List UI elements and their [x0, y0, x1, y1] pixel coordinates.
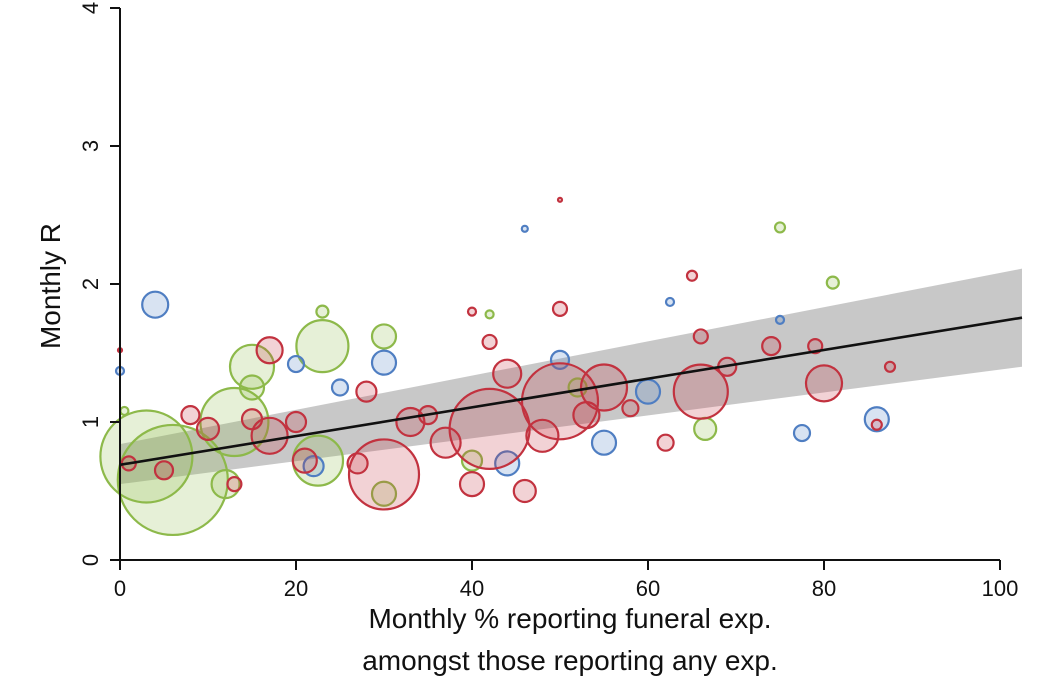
data-point-red	[685, 269, 699, 282]
y-tick-label: 4	[78, 2, 103, 14]
data-point-blue	[330, 378, 350, 397]
data-point-red	[195, 416, 221, 441]
data-point-green	[693, 416, 718, 441]
x-axis-title-line-2: amongst those reporting any exp.	[362, 645, 778, 676]
data-point-blue	[590, 429, 618, 456]
data-point-blue	[286, 354, 306, 374]
data-point-blue	[634, 378, 662, 405]
x-tick-label: 0	[114, 576, 126, 601]
data-point-red	[492, 358, 523, 389]
data-point-green	[773, 221, 787, 234]
y-tick-label: 1	[78, 416, 103, 428]
data-point-blue	[370, 349, 398, 376]
y-tick-label: 3	[78, 140, 103, 152]
data-point-red	[525, 418, 560, 453]
x-axis-title-line-1: Monthly % reporting funeral exp.	[368, 603, 771, 634]
data-point-green	[315, 304, 330, 319]
data-point-green	[370, 480, 398, 507]
data-point-red	[481, 333, 498, 351]
data-point-red	[870, 418, 883, 431]
data-point-green	[484, 309, 495, 320]
data-point-red	[883, 360, 897, 373]
data-point-red	[291, 447, 318, 474]
data-point-red	[429, 426, 462, 459]
fit-line	[119, 316, 1023, 467]
data-point-red	[226, 476, 243, 493]
data-point-red	[551, 300, 569, 317]
x-tick-label: 20	[284, 576, 308, 601]
y-axis-title: Monthly R	[35, 223, 66, 349]
data-point-blue	[141, 290, 170, 319]
data-point-red	[250, 416, 289, 455]
data-point-red	[180, 405, 201, 426]
data-point-green	[295, 319, 350, 374]
data-point-red	[347, 438, 421, 511]
data-point-blue	[664, 296, 676, 308]
data-point-red	[621, 399, 640, 418]
x-tick-label: 40	[460, 576, 484, 601]
x-tick-label: 100	[982, 576, 1019, 601]
data-point-red	[466, 306, 478, 317]
x-tick-label: 80	[812, 576, 836, 601]
data-point-red	[240, 408, 264, 431]
data-point-green	[370, 323, 398, 350]
data-point-red	[153, 460, 175, 481]
data-point-green	[228, 343, 276, 390]
confidence-band	[120, 268, 1022, 485]
data-point-red	[692, 328, 709, 345]
data-point-blue	[774, 314, 786, 325]
data-point-red	[579, 363, 629, 412]
data-point-red	[346, 452, 369, 475]
data-point-red	[672, 363, 729, 420]
data-point-red	[512, 478, 537, 504]
y-tick-label: 2	[78, 278, 103, 290]
data-point-red	[656, 433, 675, 452]
data-point-red	[761, 336, 782, 357]
data-point-green	[119, 405, 130, 417]
data-point-blue	[494, 450, 521, 477]
data-point-red	[804, 364, 844, 403]
y-tick-label: 0	[78, 554, 103, 566]
data-point-green	[99, 409, 194, 504]
data-point-red	[458, 471, 486, 498]
data-point-red	[556, 196, 564, 203]
data-point-green	[460, 449, 484, 472]
x-tick-label: 60	[636, 576, 660, 601]
data-point-red	[572, 401, 601, 430]
data-point-red	[355, 380, 378, 403]
data-point-blue	[792, 423, 812, 443]
data-point-red	[255, 336, 284, 365]
data-point-blue	[520, 224, 529, 233]
data-point-red	[284, 410, 308, 434]
data-point-green	[825, 275, 840, 290]
data-point-green	[238, 374, 266, 401]
